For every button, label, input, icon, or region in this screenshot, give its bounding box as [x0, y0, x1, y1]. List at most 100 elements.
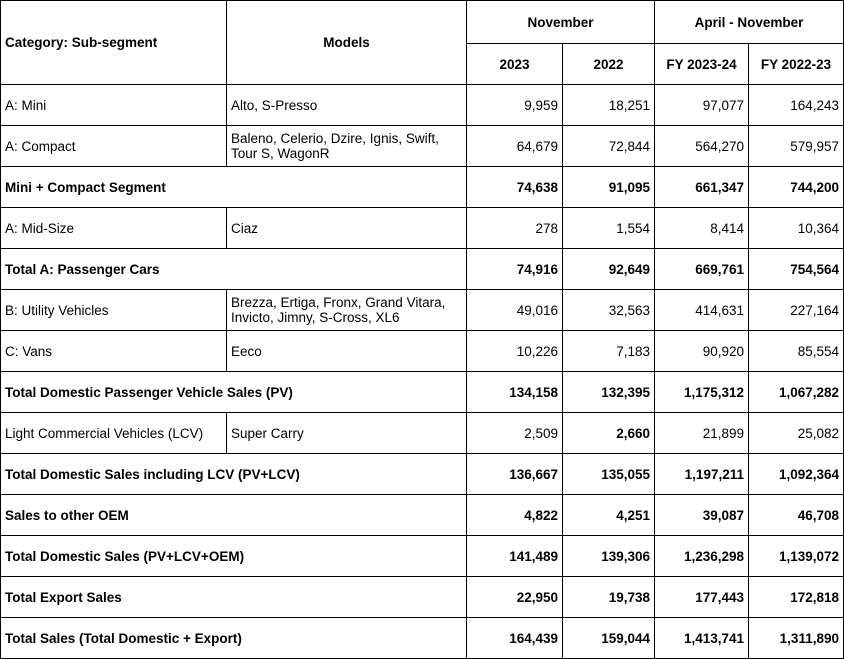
header-fy-2023-24: FY 2023-24: [654, 43, 749, 85]
cell-nov-2023: 49,016: [466, 289, 563, 331]
cell-nov-2023: 2,509: [466, 412, 563, 454]
header-year-2022: 2022: [562, 43, 655, 85]
cell-fy-2022-23: 1,067,282: [748, 371, 844, 413]
row-category: A: Mini: [0, 84, 227, 126]
cell-fy-2022-23: 10,364: [748, 207, 844, 249]
table-row: A: Mini Alto, S-Presso 9,959 18,251 97,0…: [0, 84, 844, 126]
cell-nov-2023: 141,489: [466, 535, 563, 577]
header-november: November: [466, 0, 655, 44]
cell-nov-2022: 132,395: [562, 371, 655, 413]
cell-nov-2023: 164,439: [466, 617, 563, 659]
cell-nov-2023: 64,679: [466, 125, 563, 167]
table-row-grand-total: Total Sales (Total Domestic + Export) 16…: [0, 617, 844, 659]
cell-nov-2023: 9,959: [466, 84, 563, 126]
cell-fy-2023-24: 21,899: [654, 412, 749, 454]
table-row: A: Compact Baleno, Celerio, Dzire, Ignis…: [0, 125, 844, 167]
table-row: C: Vans Eeco 10,226 7,183 90,920 85,554: [0, 330, 844, 372]
row-models: Super Carry: [226, 412, 467, 454]
cell-fy-2023-24: 90,920: [654, 330, 749, 372]
cell-fy-2023-24: 661,347: [654, 166, 749, 208]
cell-nov-2022: 7,183: [562, 330, 655, 372]
cell-fy-2022-23: 744,200: [748, 166, 844, 208]
cell-fy-2023-24: 1,197,211: [654, 453, 749, 495]
row-category: C: Vans: [0, 330, 227, 372]
cell-nov-2023: 10,226: [466, 330, 563, 372]
cell-fy-2022-23: 1,311,890: [748, 617, 844, 659]
cell-nov-2022: 91,095: [562, 166, 655, 208]
cell-nov-2022: 92,649: [562, 248, 655, 290]
cell-nov-2023: 22,950: [466, 576, 563, 618]
row-models: Ciaz: [226, 207, 467, 249]
cell-nov-2022: 1,554: [562, 207, 655, 249]
row-models: Brezza, Ertiga, Fronx, Grand Vitara, Inv…: [226, 289, 467, 331]
row-category: Total Domestic Sales (PV+LCV+OEM): [0, 535, 467, 577]
cell-fy-2022-23: 579,957: [748, 125, 844, 167]
table-row: Light Commercial Vehicles (LCV) Super Ca…: [0, 412, 844, 454]
cell-nov-2022: 32,563: [562, 289, 655, 331]
row-category: Total Export Sales: [0, 576, 467, 618]
cell-fy-2023-24: 564,270: [654, 125, 749, 167]
row-category: Sales to other OEM: [0, 494, 467, 536]
cell-fy-2023-24: 97,077: [654, 84, 749, 126]
cell-nov-2022: 135,055: [562, 453, 655, 495]
row-models: Baleno, Celerio, Dzire, Ignis, Swift, To…: [226, 125, 467, 167]
table-row-subtotal: Total Export Sales 22,950 19,738 177,443…: [0, 576, 844, 618]
cell-nov-2022: 159,044: [562, 617, 655, 659]
cell-fy-2023-24: 1,236,298: [654, 535, 749, 577]
cell-nov-2022: 19,738: [562, 576, 655, 618]
cell-nov-2023: 4,822: [466, 494, 563, 536]
cell-nov-2023: 134,158: [466, 371, 563, 413]
table-row-subtotal: Total A: Passenger Cars 74,916 92,649 66…: [0, 248, 844, 290]
cell-nov-2023: 74,916: [466, 248, 563, 290]
cell-fy-2023-24: 177,443: [654, 576, 749, 618]
cell-fy-2023-24: 669,761: [654, 248, 749, 290]
cell-fy-2023-24: 414,631: [654, 289, 749, 331]
cell-nov-2023: 74,638: [466, 166, 563, 208]
cell-nov-2023: 278: [466, 207, 563, 249]
row-models: Eeco: [226, 330, 467, 372]
cell-fy-2022-23: 46,708: [748, 494, 844, 536]
table-row-subtotal: Sales to other OEM 4,822 4,251 39,087 46…: [0, 494, 844, 536]
header-models: Models: [226, 0, 467, 85]
table-row-subtotal: Mini + Compact Segment 74,638 91,095 661…: [0, 166, 844, 208]
row-category: Total A: Passenger Cars: [0, 248, 467, 290]
cell-fy-2022-23: 172,818: [748, 576, 844, 618]
cell-nov-2022: 2,660: [562, 412, 655, 454]
row-category: Total Sales (Total Domestic + Export): [0, 617, 467, 659]
row-category: Light Commercial Vehicles (LCV): [0, 412, 227, 454]
cell-fy-2022-23: 227,164: [748, 289, 844, 331]
cell-fy-2023-24: 39,087: [654, 494, 749, 536]
cell-nov-2022: 18,251: [562, 84, 655, 126]
table-row-subtotal: Total Domestic Passenger Vehicle Sales (…: [0, 371, 844, 413]
cell-fy-2023-24: 1,413,741: [654, 617, 749, 659]
cell-nov-2022: 4,251: [562, 494, 655, 536]
cell-fy-2022-23: 164,243: [748, 84, 844, 126]
header-year-2023: 2023: [466, 43, 563, 85]
cell-fy-2022-23: 1,092,364: [748, 453, 844, 495]
row-category: Mini + Compact Segment: [0, 166, 467, 208]
header-row-2: 2023 2022 FY 2023-24 FY 2022-23: [1, 43, 844, 85]
row-category: Total Domestic Passenger Vehicle Sales (…: [0, 371, 467, 413]
cell-fy-2022-23: 85,554: [748, 330, 844, 372]
header-category: Category: Sub-segment: [0, 0, 227, 85]
table-row: B: Utility Vehicles Brezza, Ertiga, Fron…: [0, 289, 844, 331]
row-category: A: Mid-Size: [0, 207, 227, 249]
cell-fy-2022-23: 25,082: [748, 412, 844, 454]
cell-nov-2022: 72,844: [562, 125, 655, 167]
table-row: A: Mid-Size Ciaz 278 1,554 8,414 10,364: [0, 207, 844, 249]
cell-fy-2023-24: 8,414: [654, 207, 749, 249]
cell-fy-2022-23: 754,564: [748, 248, 844, 290]
row-models: Alto, S-Presso: [226, 84, 467, 126]
cell-fy-2023-24: 1,175,312: [654, 371, 749, 413]
row-category: Total Domestic Sales including LCV (PV+L…: [0, 453, 467, 495]
header-fy-2022-23: FY 2022-23: [748, 43, 844, 85]
cell-nov-2022: 139,306: [562, 535, 655, 577]
cell-fy-2022-23: 1,139,072: [748, 535, 844, 577]
table-row-subtotal: Total Domestic Sales including LCV (PV+L…: [0, 453, 844, 495]
table-row-subtotal: Total Domestic Sales (PV+LCV+OEM) 141,48…: [0, 535, 844, 577]
row-category: B: Utility Vehicles: [0, 289, 227, 331]
header-row-1: Category: Sub-segment Models November Ap…: [0, 0, 844, 85]
cell-nov-2023: 136,667: [466, 453, 563, 495]
row-category: A: Compact: [0, 125, 227, 167]
